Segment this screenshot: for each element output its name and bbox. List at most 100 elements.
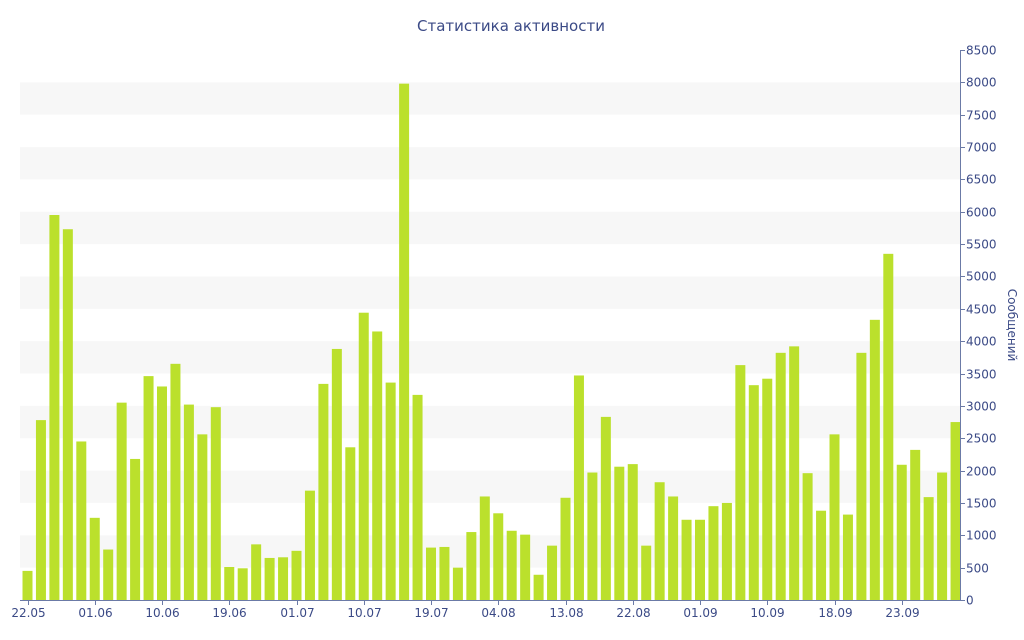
bar [533, 574, 544, 600]
bar [170, 363, 181, 600]
x-tick-label: 01.09 [683, 606, 717, 620]
bar [22, 570, 33, 600]
y-tick-label: 7500 [966, 109, 997, 123]
y-tick-label: 3000 [966, 400, 997, 414]
bar [654, 482, 665, 600]
bar [318, 383, 329, 600]
bar [183, 404, 194, 600]
bar [506, 530, 517, 600]
bar [358, 312, 369, 600]
y-tick-label: 2000 [966, 465, 997, 479]
bar [372, 331, 383, 600]
bar [802, 473, 813, 600]
bar [439, 546, 450, 600]
bar [775, 352, 786, 600]
x-tick-label: 18.09 [818, 606, 852, 620]
bar [197, 434, 208, 600]
bar [210, 407, 221, 600]
y-tick-label: 1000 [966, 529, 997, 543]
x-tick-label: 22.05 [11, 606, 45, 620]
bar [681, 519, 692, 600]
bar [695, 519, 705, 600]
x-tick-label: 10.06 [145, 606, 179, 620]
bar-series [22, 83, 961, 601]
bar [426, 547, 436, 600]
bar [237, 568, 248, 600]
bar [479, 496, 490, 600]
bar [264, 557, 275, 600]
bar [116, 402, 127, 600]
grid-band [20, 211, 960, 245]
bar [587, 472, 598, 600]
bar [547, 545, 558, 600]
bar [573, 375, 584, 600]
bar [829, 434, 840, 600]
bar [950, 422, 961, 600]
bar [748, 385, 759, 600]
axes: 0 500 1000 1500 2000 2500 3000 3500 4000 4500 5000… [11, 44, 996, 621]
bar [466, 532, 477, 600]
bar [910, 449, 921, 600]
y-tick-label: 2500 [966, 432, 997, 446]
bar [76, 441, 87, 600]
bar [49, 215, 60, 600]
bar [856, 352, 867, 600]
bar [614, 466, 625, 600]
bar [385, 382, 396, 600]
bar [842, 514, 853, 600]
bar [291, 550, 302, 600]
y-axis-title: Сообщений [1005, 289, 1019, 362]
y-tick-label: 7000 [966, 141, 997, 155]
bar [641, 545, 652, 600]
y-tick-label: 5500 [966, 238, 997, 252]
bar [304, 490, 315, 600]
bar [708, 506, 719, 600]
x-tick-label: 10.07 [347, 606, 381, 620]
bar [62, 229, 73, 600]
bar [789, 346, 800, 600]
chart-title: Статистика активности [417, 17, 605, 35]
bar [923, 497, 934, 600]
bar [560, 497, 571, 600]
bar [399, 83, 410, 601]
x-tick-label: 19.07 [414, 606, 448, 620]
y-tick-label: 6500 [966, 173, 997, 187]
grid-band [20, 341, 960, 374]
y-tick-label: 5000 [966, 270, 997, 284]
x-tick-label: 01.07 [280, 606, 314, 620]
bar [278, 557, 289, 600]
bar [520, 534, 531, 600]
y-tick-label: 8000 [966, 76, 997, 90]
bar [452, 567, 463, 600]
bar [883, 253, 894, 600]
y-tick-label: 1500 [966, 497, 997, 511]
bar [130, 458, 141, 600]
bar [896, 464, 907, 600]
bar [721, 502, 732, 600]
bar [600, 416, 611, 600]
grid-band [20, 82, 960, 115]
bar [331, 348, 342, 600]
bar [668, 496, 679, 600]
bar [89, 517, 100, 600]
bar [345, 447, 356, 600]
grid-band [20, 147, 960, 180]
x-tick-label: 01.06 [78, 606, 112, 620]
bar [937, 472, 948, 600]
bar [762, 378, 773, 600]
x-tick-label: 19.06 [212, 606, 246, 620]
bar [735, 365, 746, 600]
bar [493, 513, 504, 600]
grid-band [20, 276, 960, 309]
y-tick-label: 3500 [966, 368, 997, 382]
bar [816, 510, 827, 600]
y-tick-label: 8500 [966, 44, 997, 58]
bar [627, 464, 638, 600]
x-tick-label: 22.08 [616, 606, 650, 620]
bar [224, 567, 235, 600]
bar [412, 394, 423, 600]
bar [35, 420, 46, 600]
bar [157, 386, 167, 600]
y-tick-label: 0 [966, 594, 974, 608]
